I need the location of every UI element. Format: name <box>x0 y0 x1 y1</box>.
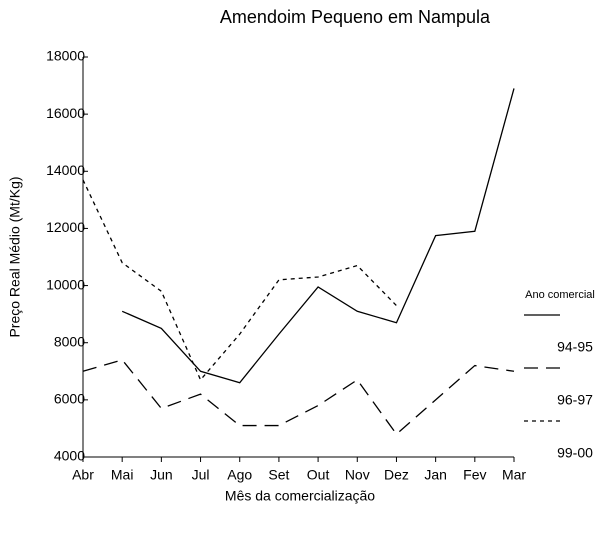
y-tick-label: 12000 <box>46 219 85 235</box>
x-tick-label: Fev <box>463 467 486 483</box>
y-tick-label: 16000 <box>46 105 85 121</box>
series-line <box>121 88 515 384</box>
legend-label: 96-97 <box>557 392 593 408</box>
x-tick-label: Out <box>307 467 330 483</box>
series-line <box>82 359 515 436</box>
chart-title: Amendoim Pequeno em Nampula <box>220 7 491 27</box>
x-tick-label: Nov <box>345 467 370 483</box>
x-tick-label: Abr <box>72 467 94 483</box>
legend-title: Ano comercial <box>525 289 595 301</box>
y-tick-label: 18000 <box>46 48 85 64</box>
y-tick-label: 6000 <box>54 391 85 407</box>
series-line <box>82 179 397 382</box>
legend-label: 99-00 <box>557 445 593 461</box>
x-axis-label: Mês da comercialização <box>225 488 375 504</box>
y-tick-label: 14000 <box>46 162 85 178</box>
y-tick-label: 8000 <box>54 333 85 349</box>
x-tick-label: Ago <box>227 467 252 483</box>
x-tick-label: Jun <box>150 467 173 483</box>
x-tick-label: Mai <box>111 467 134 483</box>
x-tick-label: Set <box>268 467 289 483</box>
y-axis-label: Preço Real Médio (Mt/Kg) <box>7 176 23 337</box>
y-tick-label: 10000 <box>46 276 85 292</box>
x-tick-label: Jul <box>192 467 210 483</box>
y-tick-label: 4000 <box>54 448 85 464</box>
x-tick-label: Jan <box>424 467 447 483</box>
x-tick-label: Mar <box>502 467 526 483</box>
x-tick-label: Dez <box>384 467 409 483</box>
legend-label: 94-95 <box>557 339 593 355</box>
